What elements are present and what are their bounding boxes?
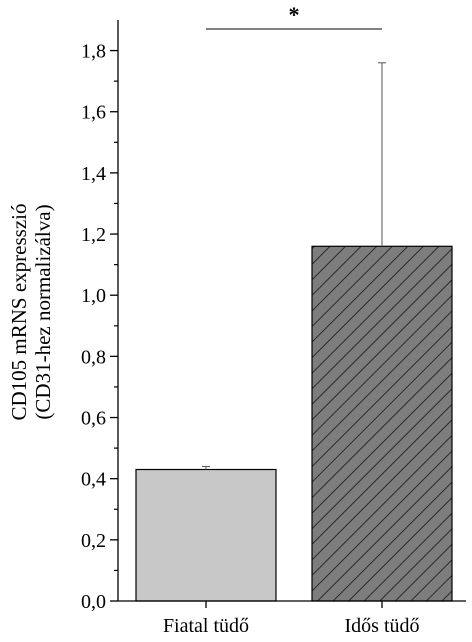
error-bars [202, 62, 386, 470]
y-tick-label: 1,6 [81, 102, 106, 124]
y-tick-label: 1,8 [81, 41, 106, 63]
y-axis-title-line1: CD105 mRNS expresszió [7, 204, 31, 421]
y-tick-label: 0,4 [81, 469, 106, 491]
y-axis-title-line2: (CD31-hez normalizálva) [31, 204, 55, 419]
y-axis-title: CD105 mRNS expresszió (CD31-hez normaliz… [7, 204, 55, 421]
x-axis: Fiatal tüdő Idős tüdő [118, 600, 466, 637]
y-tick-label: 0,0 [81, 591, 106, 613]
y-axis: 0,0 0,2 0,4 0,6 0,8 1,0 1,2 1,4 1,6 1,8 [81, 20, 119, 613]
x-tick-label: Idős tüdő [345, 615, 420, 637]
significance-annotation: * [206, 2, 382, 30]
y-tick-label: 1,2 [81, 224, 106, 246]
y-tick-label: 0,8 [81, 346, 106, 368]
bar-2 [311, 245, 453, 602]
x-tick-label: Fiatal tüdő [163, 615, 249, 637]
bar-1 [135, 468, 277, 602]
y-tick-label: 0,6 [81, 408, 106, 430]
y-tick-label: 1,0 [81, 285, 106, 307]
bars [135, 245, 453, 602]
significance-label: * [289, 2, 300, 27]
y-tick-label: 1,4 [81, 163, 106, 185]
y-tick-label: 0,2 [81, 530, 106, 552]
